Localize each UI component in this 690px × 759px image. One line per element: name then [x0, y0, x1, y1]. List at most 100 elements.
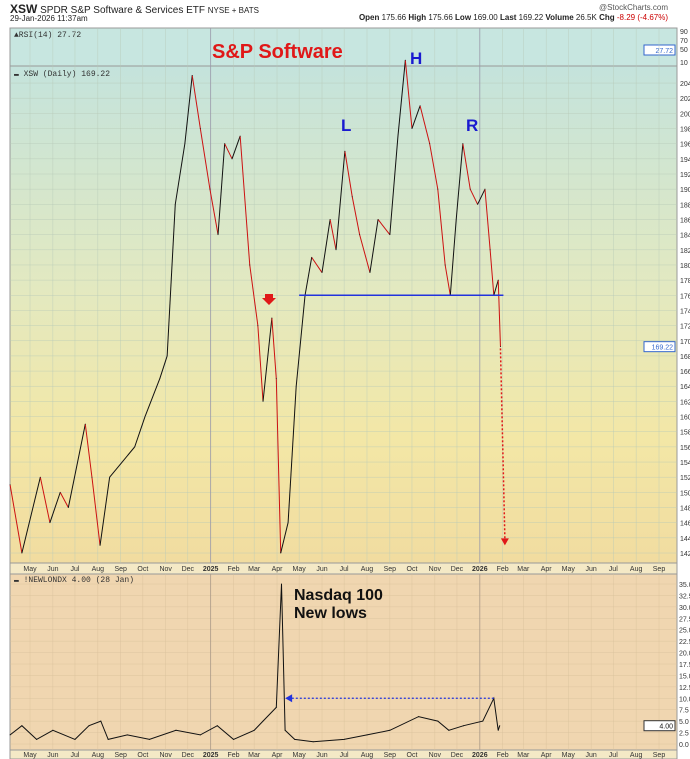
price-point [489, 249, 491, 251]
price-segment [469, 188, 479, 205]
new-lows-point [280, 583, 282, 585]
price-tick-label: 200 [680, 111, 690, 118]
price-point [184, 143, 186, 145]
x-tick-label-bottom: Feb [497, 752, 509, 759]
new-lows-point [437, 720, 439, 722]
new-lows-point [74, 738, 76, 740]
new-lows-point [284, 729, 286, 731]
new-lows-point [389, 729, 391, 731]
price-point [231, 158, 233, 160]
price-segment [344, 151, 353, 197]
price-last-box [643, 341, 676, 353]
price-segment [49, 492, 61, 523]
x-tick-label-bottom: Mar [517, 752, 530, 759]
lows-tick-label: 12.5 [679, 685, 690, 692]
price-point [344, 150, 346, 152]
new-lows-point [463, 725, 465, 727]
price-segment [404, 60, 413, 129]
security-name: SPDR S&P Software & Services ETF [40, 5, 205, 16]
new-lows-point [233, 738, 235, 740]
price-tick-label: 180 [680, 263, 690, 270]
price-tick-label: 196 [680, 142, 690, 149]
price-segment [184, 75, 193, 144]
price-segment [84, 424, 93, 478]
x-tick-label: Oct [137, 566, 148, 573]
price-point [21, 552, 23, 554]
new-lows-point [126, 734, 128, 736]
x-tick-label-bottom: 2025 [203, 752, 219, 759]
chg-label: Chg [599, 13, 615, 22]
price-point [59, 491, 61, 493]
price-segment [477, 188, 486, 205]
x-tick-label-bottom: Jul [340, 752, 349, 759]
price-segment [21, 477, 41, 554]
x-tick-label-bottom: Sep [114, 752, 127, 759]
price-segment [134, 416, 146, 448]
datetime: 29-Jan-2026 11:37am [10, 14, 88, 23]
price-tick-label: 142 [680, 551, 690, 558]
price-tick-label: 148 [680, 506, 690, 513]
price-segment [199, 128, 211, 190]
price-point [49, 522, 51, 524]
price-point [217, 234, 219, 236]
x-tick-label: Sep [653, 566, 666, 573]
x-tick-label: Sep [114, 566, 127, 573]
price-tick-label: 192 [680, 172, 690, 179]
lows-tick-label: 22.5 [679, 639, 690, 646]
lows-tick-label: 2.5 [679, 731, 689, 738]
price-segment [99, 477, 111, 546]
price-segment [159, 355, 168, 379]
price-tick-label: 156 [680, 445, 690, 452]
price-point [209, 188, 211, 190]
x-tick-label: Sep [384, 566, 397, 573]
price-point [121, 461, 123, 463]
price-segment [484, 189, 491, 250]
price-point [437, 188, 439, 190]
price-point [335, 249, 337, 251]
price-point [419, 105, 421, 107]
price-segment [295, 295, 306, 387]
price-segment [271, 317, 277, 379]
chg-value: -8.29 (-4.67%) [616, 13, 668, 22]
new-lows-legend: ▬ !NEWLONDX 4.00 (28 Jan) [14, 576, 134, 585]
price-segment [462, 143, 471, 190]
price-point [429, 143, 431, 145]
new-lows-point [107, 738, 109, 740]
new-lows-point [100, 720, 102, 722]
rsi-tick-label: 90 [680, 29, 688, 36]
last-label: Last [499, 13, 517, 22]
rsi-tick-label: 50 [680, 47, 688, 54]
lows-tick-label: 5.0 [679, 719, 689, 726]
rsi-last-box [643, 44, 676, 56]
x-tick-label-bottom: Jun [316, 752, 327, 759]
x-tick-label: Jun [316, 566, 327, 573]
open-label: Open [358, 13, 380, 22]
price-tick-label: 144 [680, 536, 690, 543]
price-segment [9, 484, 23, 554]
price-point [477, 203, 479, 205]
x-tick-label: 2025 [203, 566, 219, 573]
credit: @StockCharts.com [598, 3, 668, 12]
new-lows-line [9, 583, 501, 743]
price-point [91, 476, 93, 478]
price-segment [174, 143, 186, 205]
price-segment [437, 189, 446, 266]
price-segment [144, 378, 161, 417]
price-segment [191, 75, 201, 129]
lows-tick-label: 20.0 [679, 651, 690, 658]
price-tick-label: 152 [680, 475, 690, 482]
price-segment [455, 143, 464, 220]
x-tick-label: May [562, 566, 576, 573]
price-segment [166, 204, 176, 356]
x-tick-label-bottom: Sep [653, 752, 666, 759]
x-tick-label: 2026 [472, 566, 488, 573]
price-segment [335, 151, 346, 250]
price-segment [359, 234, 371, 273]
price-point [99, 544, 101, 546]
x-tick-label: Apr [272, 566, 284, 573]
price-segment [493, 279, 499, 296]
price-tick-label: 154 [680, 460, 690, 467]
new-lows-point [418, 716, 420, 718]
